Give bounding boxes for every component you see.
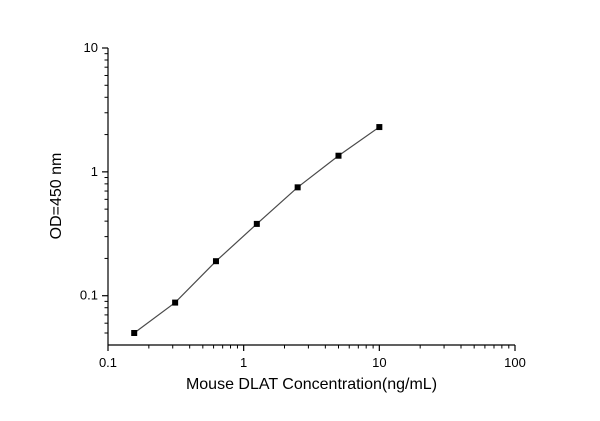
x-tick-label: 0.1 — [99, 355, 117, 370]
data-point-marker — [212, 258, 219, 265]
x-axis-label: Mouse DLAT Concentration(ng/mL) — [185, 376, 438, 393]
data-point-marker — [335, 152, 342, 159]
y-tick-label: 10 — [84, 40, 98, 55]
data-point-marker — [294, 184, 301, 191]
y-tick-label: 1 — [91, 164, 98, 179]
data-point-marker — [253, 220, 260, 227]
x-tick-label: 10 — [372, 355, 386, 370]
data-point-marker — [131, 329, 138, 336]
y-tick-label: 0.1 — [80, 288, 98, 303]
y-axis-label: OD=450 nm — [48, 152, 65, 240]
x-tick-label: 100 — [504, 355, 526, 370]
data-point-marker — [172, 299, 179, 306]
x-tick-label: 1 — [240, 355, 247, 370]
data-point-marker — [376, 124, 383, 131]
data-line — [133, 126, 380, 334]
